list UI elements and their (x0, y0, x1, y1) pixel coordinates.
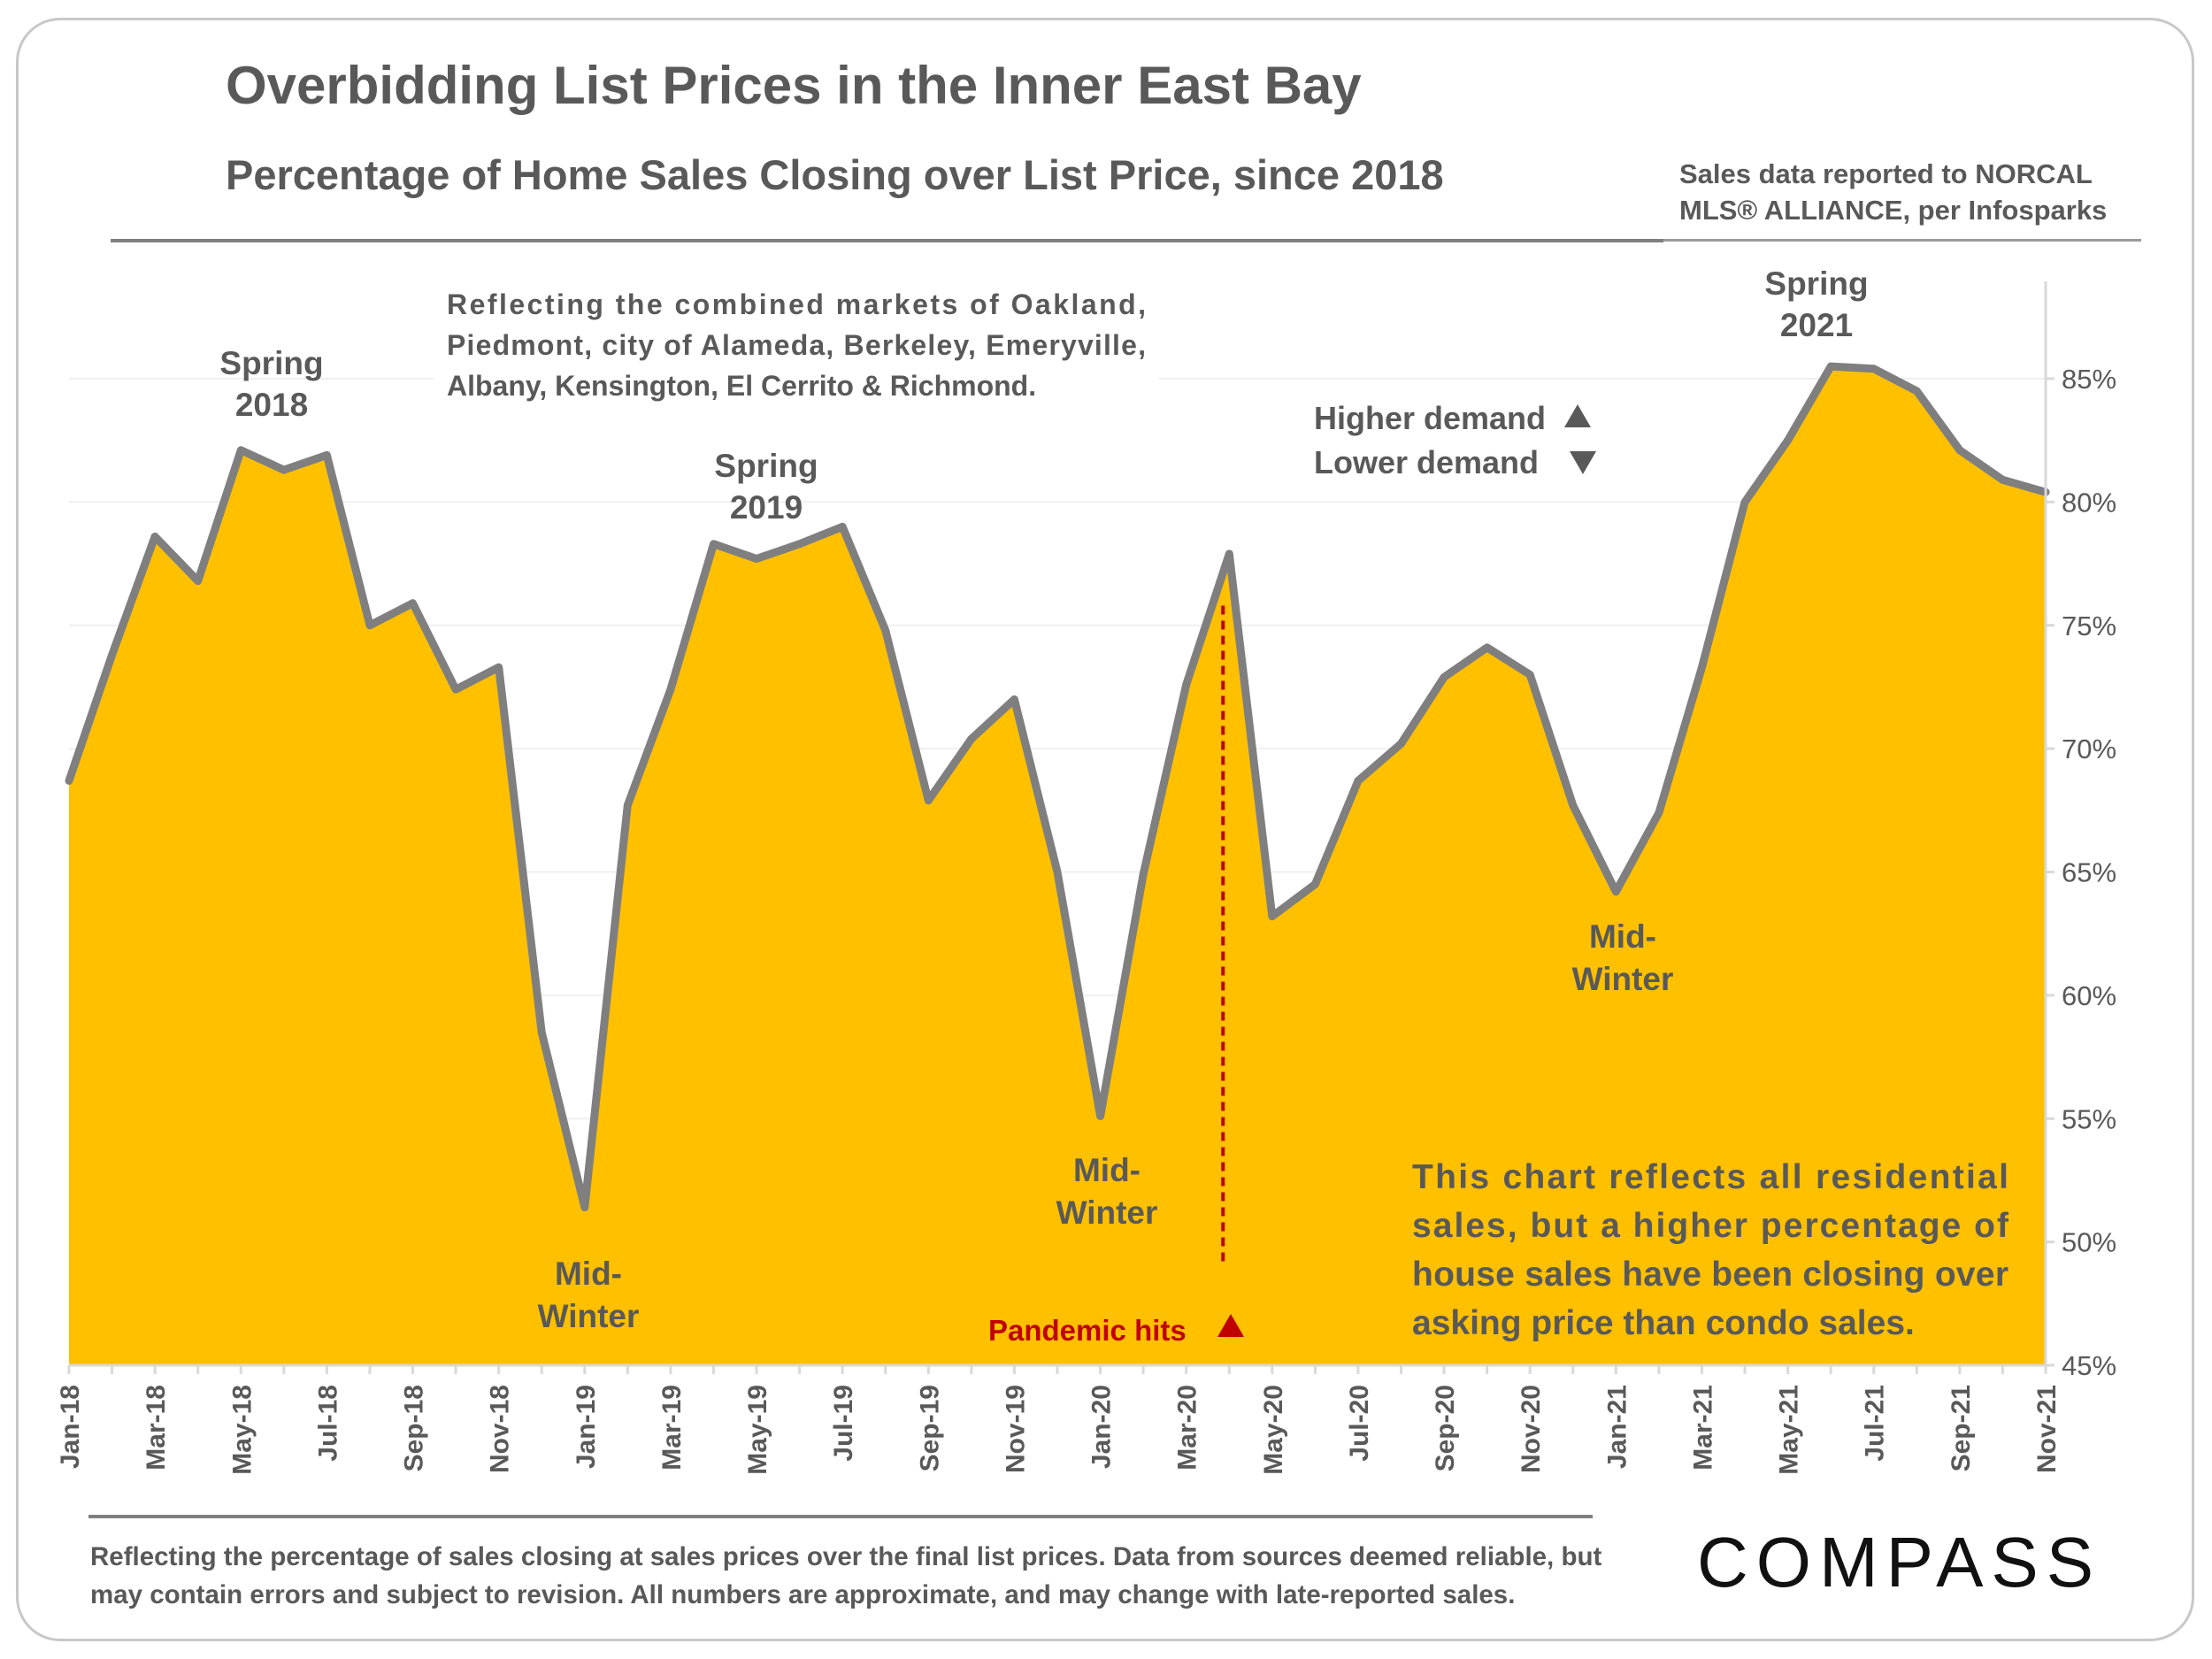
period-annotation: Spring 2018 (219, 345, 323, 423)
footer-divider (88, 1515, 1593, 1518)
x-tick-label: Mar-18 (142, 1385, 171, 1471)
x-tick-label: Jul-21 (1861, 1385, 1890, 1462)
x-tick-label: Mar-21 (1688, 1385, 1717, 1471)
x-tick-label: Jul-20 (1345, 1385, 1374, 1462)
annotation-line-2: Winter (1056, 1194, 1158, 1231)
x-tick-label: Sep-19 (915, 1385, 944, 1471)
x-tick-label: Nov-21 (2032, 1385, 2062, 1473)
area-fill (69, 366, 2046, 1366)
x-tick-label: May-21 (1775, 1385, 1804, 1475)
area-layer (69, 366, 2046, 1366)
markets-note-line: Reflecting the combined markets of Oakla… (447, 288, 1146, 320)
x-tick-label: Jul-19 (829, 1385, 858, 1462)
markets-note-line: Albany, Kensington, El Cerrito & Richmon… (447, 370, 1036, 402)
y-tick-label: 55% (2062, 1103, 2116, 1134)
x-tick-label: Nov-19 (1001, 1385, 1030, 1473)
period-annotation: Mid- Winter (538, 1256, 640, 1334)
footnote: Reflecting the percentage of sales closi… (90, 1542, 1602, 1609)
up-triangle-icon (1564, 404, 1591, 427)
y-tick-label: 80% (2062, 487, 2116, 518)
residential-note: This chart reflects all residential sales… (1412, 1158, 2009, 1342)
markets-note: Reflecting the combined markets of Oakla… (434, 273, 1159, 414)
annotation-line-1: Spring (1764, 265, 1868, 302)
period-annotation: Mid- Winter (1056, 1152, 1158, 1231)
annotation-line-1: Mid- (555, 1256, 622, 1292)
higher-demand-label: Higher demand (1314, 400, 1546, 436)
header-divider (111, 239, 1663, 242)
x-tick-label: Sep-20 (1431, 1385, 1460, 1471)
annotation-line-2: Winter (538, 1298, 640, 1334)
x-tick-label: Jul-18 (313, 1385, 342, 1462)
annotation-line-1: Spring (219, 345, 323, 381)
annotation-line-1: Mid- (1589, 918, 1656, 955)
markets-note-bg (434, 273, 1159, 414)
x-tick-label: Jan-20 (1087, 1385, 1117, 1469)
demand-legend: Higher demand Lower demand (1314, 400, 1596, 480)
y-tick-label: 85% (2062, 364, 2116, 395)
x-tick-label: Nov-18 (486, 1385, 515, 1473)
chart-frame (16, 18, 2194, 1641)
x-tick-label: May-19 (743, 1385, 772, 1475)
markets-note-line: Piedmont, city of Alameda, Berkeley, Eme… (447, 329, 1146, 361)
source-note: Sales data reported to NORCAL MLS® ALLIA… (1679, 156, 2107, 228)
x-tick-label: May-20 (1259, 1385, 1288, 1475)
pandemic-triangle-icon (1217, 1314, 1244, 1337)
series-line (65, 362, 2050, 1212)
chart-subtitle: Percentage of Home Sales Closing over Li… (226, 151, 1444, 198)
annotation-line-2: Winter (1572, 961, 1674, 997)
residential-note-line: This chart reflects all residential (1412, 1158, 2008, 1196)
residential-note-line: house sales have been closing over (1412, 1256, 2008, 1294)
annotation-line-1: Spring (714, 448, 818, 484)
annotation-line-2: 2021 (1780, 307, 1853, 343)
area-chart: 45% 50% 55% 60% 65% 70% 75% 80% 85% Jan-18 Mar-18… (56, 265, 2116, 1475)
source-line-2: MLS® ALLIANCE, per Infosparks (1679, 195, 2108, 226)
compass-logo: COMPASS (1697, 1523, 2102, 1601)
period-annotation: Mid- Winter (1572, 918, 1674, 997)
y-tick-label: 75% (2062, 611, 2116, 641)
annotations: Spring 2018 Spring 2019 Spring 2021 Mid- Winter… (219, 265, 2009, 1347)
chart-title: Overbidding List Prices in the Inner Eas… (226, 56, 1362, 115)
pandemic-label: Pandemic hits (988, 1314, 1187, 1347)
x-tick-label: Mar-20 (1173, 1385, 1202, 1471)
x-tick-label: Jan-21 (1602, 1385, 1632, 1469)
x-tick-label: May-18 (227, 1385, 257, 1475)
y-tick-label: 60% (2062, 980, 2116, 1011)
pandemic-annotation: Pandemic hits (988, 1314, 1244, 1347)
period-annotation: Spring 2019 (714, 448, 818, 526)
source-divider (1663, 239, 2141, 242)
annotation-line-2: 2018 (235, 387, 308, 423)
x-tick-label: Sep-18 (400, 1385, 429, 1471)
annotation-line-1: Mid- (1073, 1152, 1141, 1188)
y-tick-label: 65% (2062, 857, 2116, 888)
x-tick-label: Jan-18 (56, 1385, 85, 1469)
y-tick-label: 45% (2062, 1350, 2116, 1381)
residential-note-line: asking price than condo sales. (1412, 1304, 1915, 1342)
y-tick-label: 50% (2062, 1227, 2116, 1258)
x-tick-label: Jan-19 (572, 1385, 601, 1469)
annotation-line-2: 2019 (730, 489, 803, 526)
x-tick-label: Mar-19 (657, 1385, 687, 1471)
residential-note-line: sales, but a higher percentage of (1412, 1207, 2009, 1245)
x-tick-label: Nov-20 (1517, 1385, 1546, 1473)
lower-demand-label: Lower demand (1314, 444, 1539, 480)
y-tick-labels: 45% 50% 55% 60% 65% 70% 75% 80% 85% (2046, 364, 2116, 1381)
down-triangle-icon (1570, 451, 1596, 474)
y-tick-label: 70% (2062, 733, 2116, 764)
x-tick-label: Sep-21 (1947, 1385, 1976, 1471)
source-line-1: Sales data reported to NORCAL (1679, 158, 2093, 189)
series-line-layer (65, 362, 2050, 1212)
x-tick-labels: Jan-18 Mar-18 May-18 Jul-18 Sep-18 Nov-18 Jan-… (56, 1365, 2062, 1475)
period-annotation: Spring 2021 (1764, 265, 1868, 343)
